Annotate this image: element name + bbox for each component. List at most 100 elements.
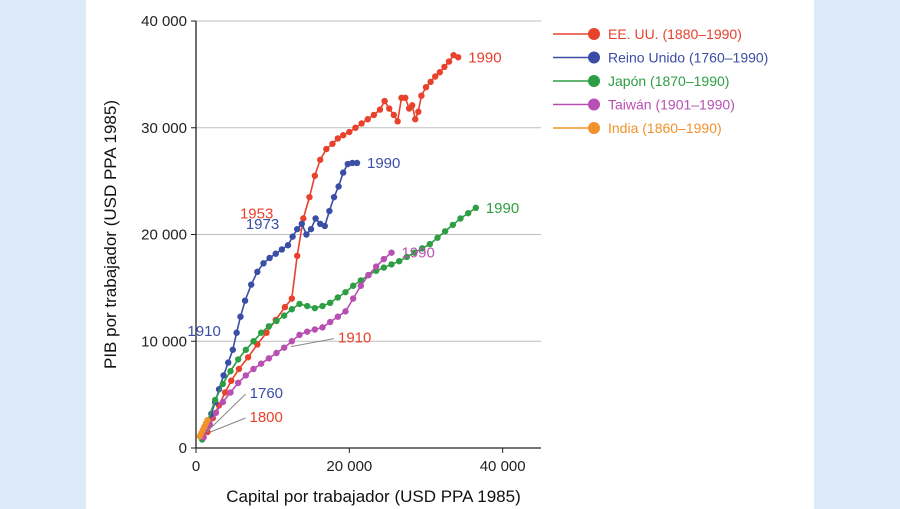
data-point (323, 145, 330, 153)
legend-item: India (1860–1990) (553, 120, 722, 136)
data-point (242, 346, 250, 353)
data-point (388, 261, 395, 268)
data-point (311, 304, 319, 312)
data-point (311, 326, 319, 333)
legend-label: EE. UU. (1880–1990) (608, 26, 742, 42)
data-point (294, 252, 301, 260)
data-point (364, 116, 371, 123)
data-point (342, 288, 349, 296)
legend-item: Taiwán (1901–1990) (553, 97, 735, 113)
series-line (206, 54, 459, 433)
x-axis-title: Capital por trabajador (USD PPA 1985) (226, 487, 521, 506)
data-point (300, 215, 307, 222)
data-point (233, 329, 240, 336)
annotation-label: 1760 (250, 385, 283, 402)
data-point (254, 268, 261, 276)
data-point (265, 323, 273, 330)
series-layer (196, 51, 480, 443)
data-point (346, 128, 353, 136)
data-point (376, 106, 384, 113)
data-point (340, 169, 347, 176)
data-point (294, 225, 301, 233)
annotation-pointer (210, 417, 246, 433)
data-point (411, 249, 418, 256)
data-point (418, 245, 426, 252)
legend-label: Taiwán (1901–1990) (608, 97, 735, 113)
legend-label: Japón (1870–1990) (608, 73, 729, 89)
legend: EE. UU. (1880–1990) Reino Unido (1760–199… (553, 26, 768, 136)
data-point (225, 359, 232, 366)
series-end-label: 1990 (402, 245, 435, 262)
data-point (445, 58, 453, 65)
annotation-label: 1800 (250, 409, 283, 426)
data-point (266, 254, 273, 262)
data-point (234, 379, 242, 387)
data-point (219, 380, 227, 388)
data-point (211, 396, 219, 404)
x-axis-ticks: 0 20 000 40 000 (192, 448, 526, 475)
grid-lines (196, 20, 541, 342)
data-point (272, 250, 279, 257)
data-point (334, 135, 342, 142)
data-point (357, 282, 365, 289)
y-tick-label: 30 000 (141, 120, 187, 137)
series-end-label: 1990 (486, 200, 519, 217)
data-point (234, 356, 242, 363)
data-point (227, 389, 234, 396)
data-point (321, 222, 328, 230)
data-point (303, 231, 310, 238)
series-end-label: 1990 (468, 49, 501, 66)
data-point (434, 234, 441, 241)
data-point (349, 295, 357, 302)
y-tick-label: 40 000 (141, 13, 187, 30)
data-point (457, 215, 464, 222)
data-point (353, 159, 361, 167)
data-point (257, 360, 265, 367)
data-point (237, 313, 244, 320)
data-point (352, 124, 359, 131)
legend-label: Reino Unido (1760–1990) (608, 50, 768, 66)
data-point (326, 299, 334, 307)
data-point (358, 120, 365, 127)
legend-marker (588, 75, 600, 87)
series-2 (198, 204, 480, 443)
series-end-label: 1990 (367, 155, 400, 172)
y-axis-title: PIB por trabajador (USD PPA 1985) (101, 100, 120, 369)
legend-label: India (1860–1990) (608, 120, 722, 136)
annotation-label: 1910 (338, 330, 371, 347)
data-point (412, 116, 419, 123)
chart-panel: 0 10 000 20 000 30 000 40 000 0 20 000 40 000 … (86, 0, 814, 509)
data-point (349, 159, 356, 167)
data-point (319, 324, 326, 331)
data-point (288, 306, 296, 313)
annotation-label: 1953 (240, 205, 273, 222)
data-point (436, 69, 443, 76)
data-point (381, 97, 388, 105)
data-point (415, 108, 422, 115)
data-point (441, 228, 449, 235)
data-point (263, 329, 270, 336)
data-point (380, 264, 388, 271)
data-point (296, 300, 303, 308)
legend-marker (588, 28, 600, 40)
annotation-label: 1910 (187, 323, 220, 340)
data-point (388, 249, 395, 256)
data-point (257, 329, 265, 336)
series-4 (196, 417, 211, 440)
series-3 (200, 249, 395, 441)
data-point (455, 54, 462, 61)
data-point (219, 398, 227, 406)
legend-item: Japón (1870–1990) (553, 73, 729, 89)
data-point (288, 338, 296, 345)
data-point (281, 303, 289, 311)
data-point (212, 409, 220, 416)
data-point (311, 172, 319, 179)
data-point (326, 207, 333, 215)
y-tick-label: 10 000 (141, 333, 187, 350)
data-point (298, 220, 305, 228)
data-point (250, 365, 257, 373)
data-point (334, 294, 342, 301)
series-0 (204, 51, 462, 436)
data-point (403, 253, 411, 261)
data-point (288, 295, 296, 302)
